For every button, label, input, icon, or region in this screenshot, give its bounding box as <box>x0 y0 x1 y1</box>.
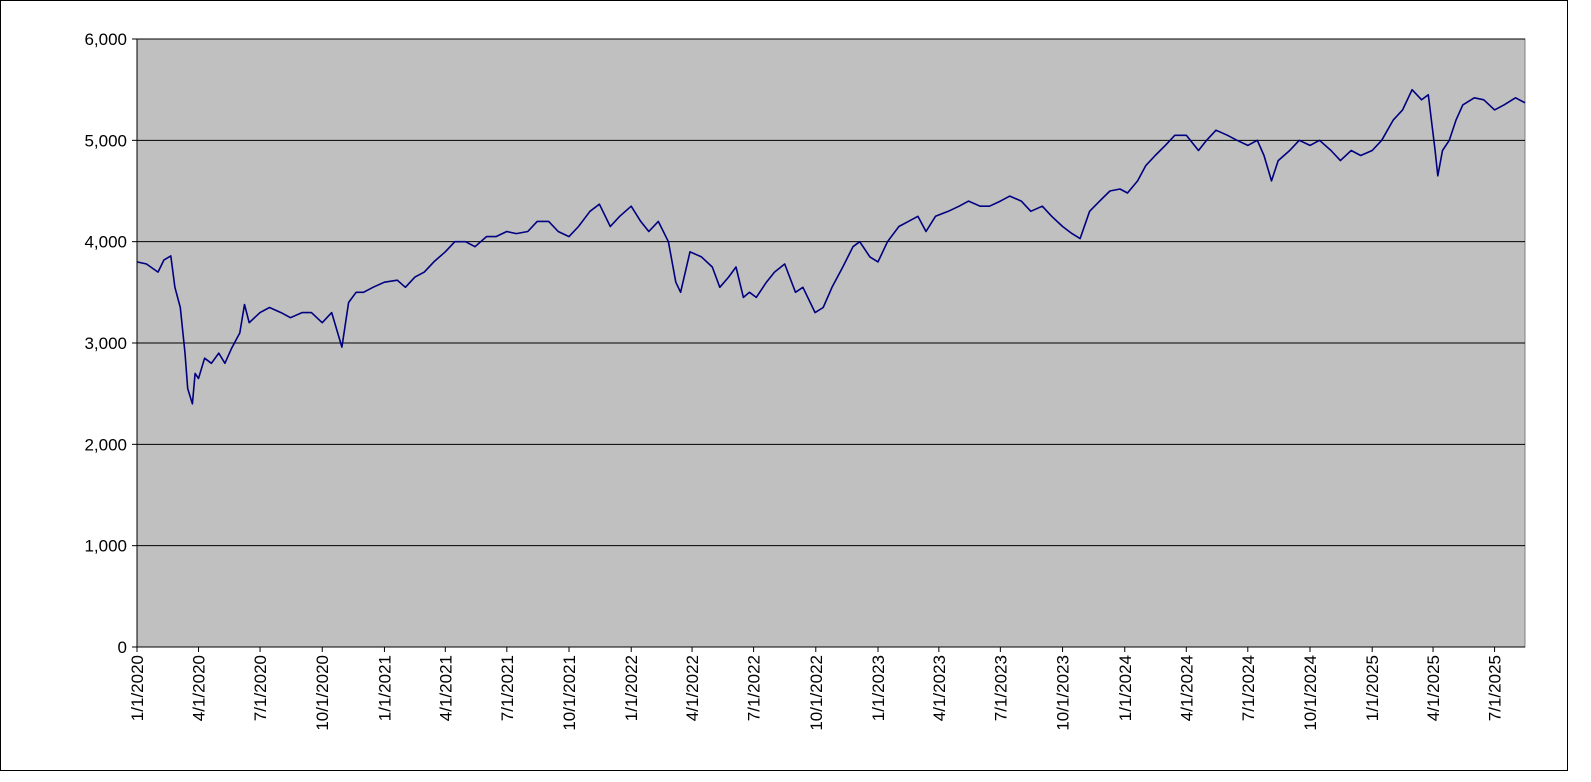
x-tick-label: 10/1/2024 <box>1301 655 1320 731</box>
y-tick-label: 3,000 <box>84 334 127 353</box>
x-tick-label: 10/1/2022 <box>807 655 826 731</box>
x-tick-label: 1/1/2022 <box>622 655 641 721</box>
series-layer <box>136 88 1526 405</box>
x-tick-label: 4/1/2021 <box>436 655 455 721</box>
x-tick-label: 4/1/2020 <box>190 655 209 721</box>
x-tick-label: 7/1/2020 <box>251 655 270 721</box>
x-tick-label: 7/1/2023 <box>991 655 1010 721</box>
y-axis-tick-labels: 0 1,000 2,000 3,000 4,000 5,000 6,000 <box>84 30 127 657</box>
x-tick-label: 1/1/2025 <box>1363 655 1382 721</box>
y-tick-label: 1,000 <box>84 537 127 556</box>
axes <box>132 38 1525 652</box>
x-tick-label: 1/1/2020 <box>128 655 147 721</box>
x-tick-label: 10/1/2021 <box>560 655 579 731</box>
x-tick-label: 4/1/2023 <box>930 655 949 721</box>
x-tick-label: 7/1/2021 <box>498 655 517 721</box>
x-tick-label: 1/1/2023 <box>869 655 888 721</box>
x-tick-label: 10/1/2020 <box>313 655 332 731</box>
x-tick-label: 4/1/2024 <box>1177 655 1196 721</box>
x-tick-label: 7/1/2025 <box>1486 655 1505 721</box>
x-tick-label: 7/1/2022 <box>745 655 764 721</box>
y-tick-label: 5,000 <box>84 131 127 150</box>
x-tick-label: 10/1/2023 <box>1054 655 1073 731</box>
x-axis-tick-labels: 1/1/2020 4/1/2020 7/1/2020 10/1/2020 1/1/202… <box>128 655 1505 731</box>
series-line-0 <box>136 88 1526 405</box>
gridlines <box>137 38 1525 547</box>
y-tick-label: 0 <box>118 638 127 657</box>
y-tick-label: 4,000 <box>84 233 127 252</box>
x-tick-label: 1/1/2024 <box>1116 655 1135 721</box>
x-tick-label: 4/1/2022 <box>683 655 702 721</box>
x-tick-label: 1/1/2021 <box>375 655 394 721</box>
y-tick-label: 2,000 <box>84 435 127 454</box>
x-tick-label: 7/1/2024 <box>1239 655 1258 721</box>
y-tick-label: 6,000 <box>84 30 127 49</box>
x-tick-label: 4/1/2025 <box>1424 655 1443 721</box>
